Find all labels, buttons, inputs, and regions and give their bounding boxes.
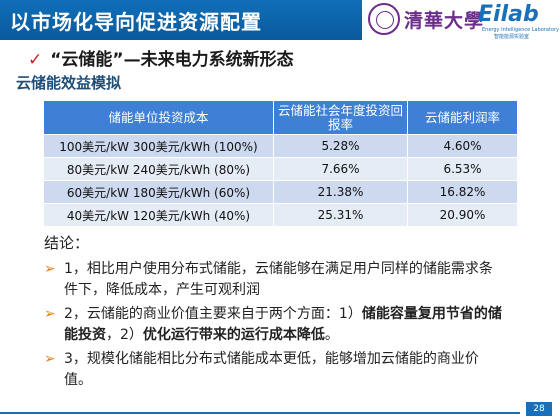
slide-subtitle: ✓ “云储能”—未来电力系统新形态 [28,45,294,70]
table-header-cost: 储能单位投资成本 [43,100,274,135]
table-row: 100美元/kW 300美元/kWh (100%) 5.28% 4.60% [43,134,518,158]
item2-part-e: 。 [324,327,339,343]
conclusion-item-1: ➢ 1，相比用户使用分布式储能，云储能够在满足用户同样的储能需求条件下，降低成本… [44,259,504,301]
table-cell: 60美元/kW 180美元/kWh (60%) [43,180,274,204]
arrow-bullet-icon: ➢ [44,261,56,277]
table-cell: 7.66% [273,157,408,181]
simulation-table: 储能单位投资成本 云储能社会年度投资回报率 云储能利润率 100美元/kW 30… [43,100,518,227]
table-row: 80美元/kW 240美元/kWh (80%) 7.66% 6.53% [43,157,518,181]
conclusion-item-3: ➢ 3，规模化储能相比分布式储能成本更低，能够增加云储能的商业价值。 [44,349,504,391]
conclusion-label: 结论： [44,234,90,252]
table-cell: 80美元/kW 240美元/kWh (80%) [43,157,274,181]
lab-logo-english: Energy Intelligence Laboratory [482,27,560,33]
item2-part-c: ，2） [106,327,143,343]
item2-highlight-1: 储能容量复用节省的储能投资 [64,306,502,343]
footer-line [0,412,520,414]
slide-title: 以市场化导向促进资源配置 [10,10,262,34]
table-header-roi: 云储能社会年度投资回报率 [273,100,408,135]
table-row: 40美元/kW 120美元/kWh (40%) 25.31% 20.90% [43,203,518,227]
table-header-profit: 云储能利润率 [407,100,518,135]
conclusion-item-text: 2，云储能的商业价值主要来自于两个方面：1）储能容量复用节省的储能投资，2）优化… [44,304,504,346]
table-cell: 40美元/kW 120美元/kWh (40%) [43,203,274,227]
table-cell: 16.82% [407,180,518,204]
section-heading: 云储能效益模拟 [16,74,122,92]
table-cell: 25.31% [273,203,408,227]
table-row: 60美元/kW 180美元/kWh (60%) 21.38% 16.82% [43,180,518,204]
table-cell: 100美元/kW 300美元/kWh (100%) [43,134,274,158]
table-cell: 21.38% [273,180,408,204]
conclusion-item-text: 3，规模化储能相比分布式储能成本更低，能够增加云储能的商业价值。 [64,351,479,388]
arrow-bullet-icon: ➢ [44,351,56,367]
lab-logo-chinese: 智能能源实验室 [494,34,530,40]
university-logo-text: 清華大學 [404,10,485,32]
table-cell: 5.28% [273,134,408,158]
item2-part-a: 2，云储能的商业价值主要来自于两个方面：1） [64,306,362,322]
conclusion-item-text: 1，相比用户使用分布式储能，云储能够在满足用户同样的储能需求条件下，降低成本，产… [64,261,493,298]
conclusion-item-2: ➢ 2，云储能的商业价值主要来自于两个方面：1）储能容量复用节省的储能投资，2）… [44,304,504,346]
subtitle-text: “云储能”—未来电力系统新形态 [50,50,294,70]
lab-logo: Eilab [478,2,539,27]
check-icon: ✓ [28,50,43,70]
table-cell: 6.53% [407,157,518,181]
page-number: 28 [526,402,552,416]
table-cell: 4.60% [407,134,518,158]
arrow-bullet-icon: ➢ [44,306,56,322]
table-cell: 20.90% [407,203,518,227]
item2-highlight-2: 优化运行带来的运行成本降低 [142,327,325,343]
university-seal-icon [368,3,400,35]
